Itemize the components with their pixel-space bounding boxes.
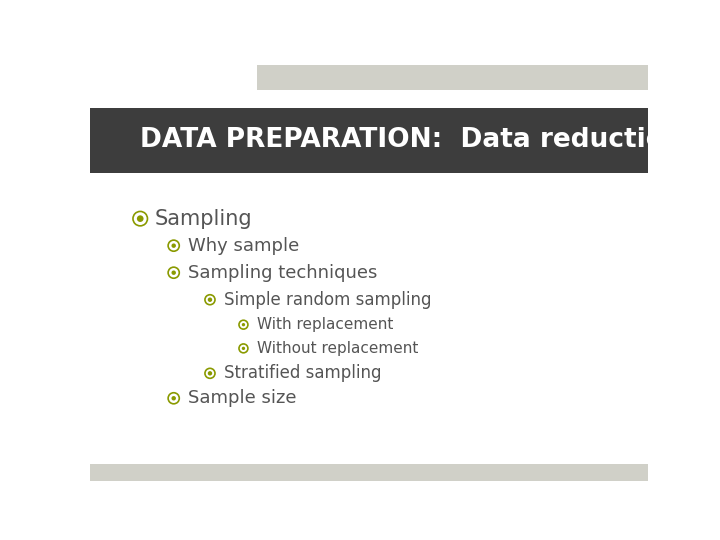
Ellipse shape xyxy=(240,322,246,328)
Text: Sample size: Sample size xyxy=(188,389,296,407)
Ellipse shape xyxy=(242,323,245,326)
Ellipse shape xyxy=(171,271,176,275)
Ellipse shape xyxy=(207,296,214,303)
Bar xyxy=(90,464,648,481)
Ellipse shape xyxy=(171,396,176,401)
Text: With replacement: With replacement xyxy=(258,317,394,332)
Bar xyxy=(258,65,648,90)
Ellipse shape xyxy=(171,244,176,248)
Bar xyxy=(90,109,648,173)
Text: Simple random sampling: Simple random sampling xyxy=(224,291,431,309)
Text: DATA PREPARATION:  Data reduction: DATA PREPARATION: Data reduction xyxy=(140,127,683,153)
Ellipse shape xyxy=(240,345,246,352)
Ellipse shape xyxy=(170,242,178,249)
Text: Without replacement: Without replacement xyxy=(258,341,419,356)
Text: Why sample: Why sample xyxy=(188,237,299,255)
Ellipse shape xyxy=(208,371,212,375)
Ellipse shape xyxy=(208,298,212,302)
Text: Sampling techniques: Sampling techniques xyxy=(188,264,377,282)
Ellipse shape xyxy=(170,394,178,402)
Ellipse shape xyxy=(135,214,145,224)
Ellipse shape xyxy=(170,269,178,276)
Ellipse shape xyxy=(137,215,143,222)
Text: Stratified sampling: Stratified sampling xyxy=(224,364,382,382)
Ellipse shape xyxy=(207,370,214,377)
Ellipse shape xyxy=(242,347,245,350)
Text: Sampling: Sampling xyxy=(154,208,252,228)
